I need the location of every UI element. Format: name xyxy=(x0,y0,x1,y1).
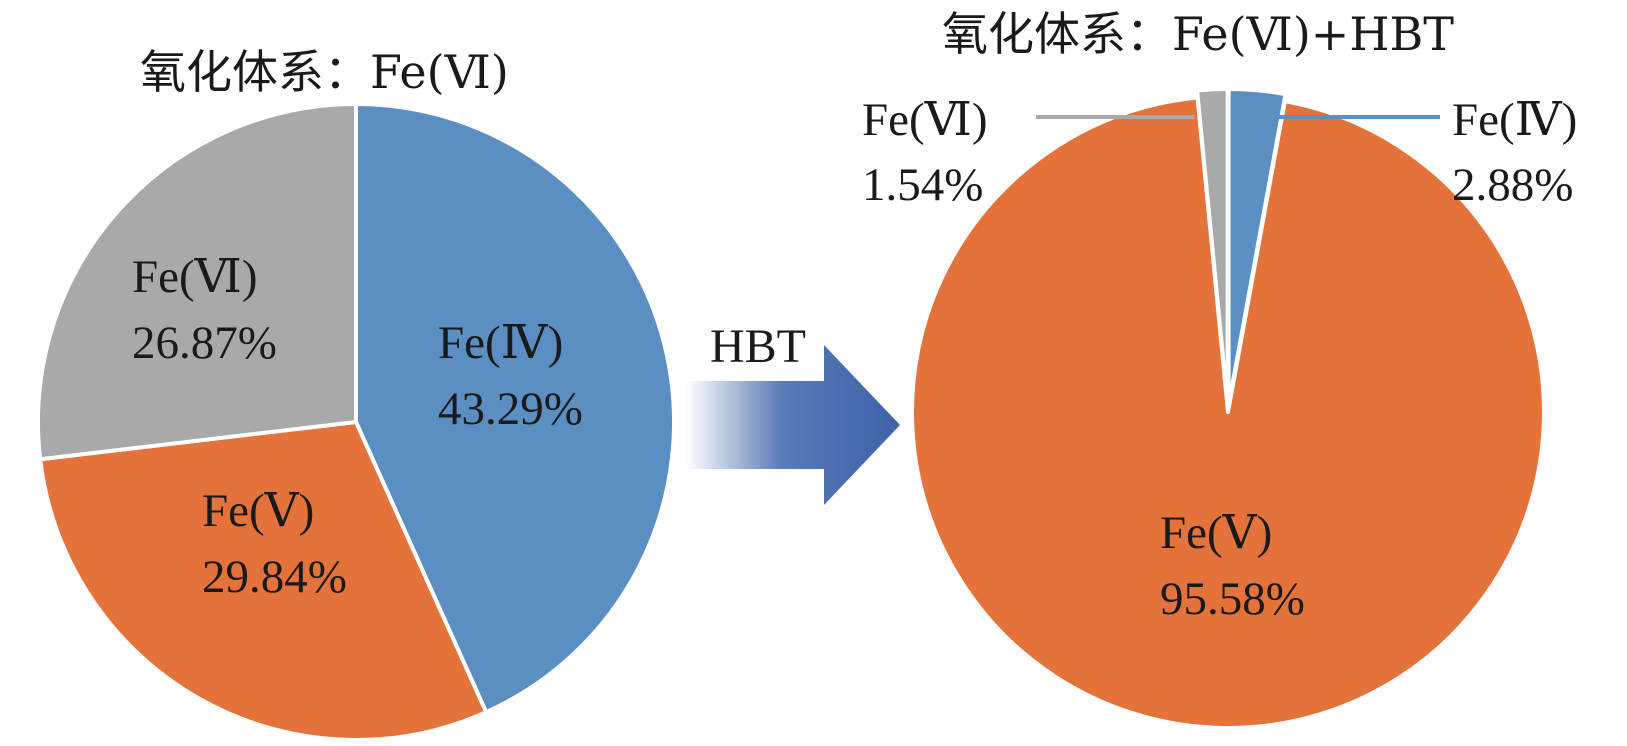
pie-chart-fe6-hbt-labels: Fe(Ⅵ) 1.54% Fe(Ⅳ) 2.88% Fe(Ⅴ) 95.58% xyxy=(862,94,1577,625)
pie-slice-fe5 xyxy=(910,95,1546,730)
slice-label-fe6: Fe(Ⅵ) xyxy=(132,251,258,303)
arrow-shape xyxy=(686,345,900,505)
pie-slice-fe6 xyxy=(1195,87,1230,408)
hbt-arrow: HBT xyxy=(686,320,900,505)
slice-value-fe5: 29.84% xyxy=(202,551,347,603)
slice-label-fe4: Fe(Ⅳ) xyxy=(1452,94,1577,146)
pie-slice-fe6 xyxy=(36,102,358,462)
slice-label-fe6: Fe(Ⅵ) xyxy=(862,94,988,146)
slice-value-fe6: 26.87% xyxy=(132,317,277,369)
slice-value-fe4: 2.88% xyxy=(1452,159,1573,211)
pie-chart-fe6-hbt: 氧化体系：Fe(Ⅵ)+HBT Fe(Ⅵ) 1.54% Fe(Ⅳ) 2.88% F… xyxy=(862,7,1577,730)
pie-chart-fe6-title: 氧化体系：Fe(Ⅵ) xyxy=(140,45,509,99)
pie-slice-fe4 xyxy=(354,102,676,715)
slice-value-fe4: 43.29% xyxy=(438,383,583,435)
pie-chart-fe6-slices xyxy=(36,102,676,742)
pie-chart-fe6-labels: Fe(Ⅳ) 43.29% Fe(Ⅴ) 29.84% Fe(Ⅵ) 26.87% xyxy=(132,251,583,603)
slice-value-fe6: 1.54% xyxy=(862,159,983,211)
slice-value-fe5: 95.58% xyxy=(1160,573,1305,625)
slice-label-fe4: Fe(Ⅳ) xyxy=(438,317,563,369)
slice-label-fe5: Fe(Ⅴ) xyxy=(202,485,314,537)
pie-chart-fe6-hbt-title: 氧化体系：Fe(Ⅵ)+HBT xyxy=(942,7,1454,61)
arrow-label: HBT xyxy=(710,320,806,373)
pie-chart-fe6: 氧化体系：Fe(Ⅵ) Fe(Ⅳ) 43.29% Fe(Ⅴ) 29.84% Fe(… xyxy=(36,45,676,742)
pie-slice-fe5 xyxy=(38,420,489,742)
pie-chart-fe6-hbt-slices xyxy=(910,87,1546,730)
slice-label-fe5: Fe(Ⅴ) xyxy=(1160,507,1272,559)
